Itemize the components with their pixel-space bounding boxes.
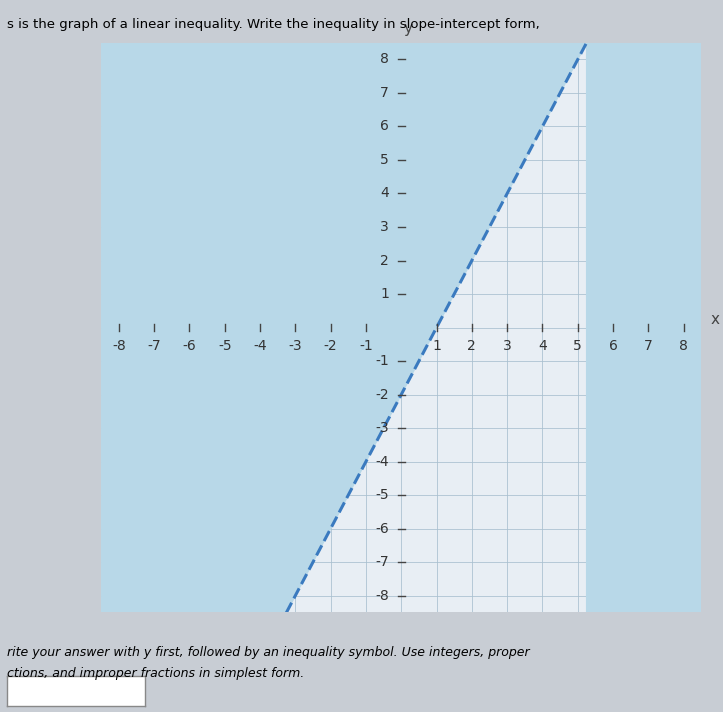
Text: rite your answer with y first, followed by an inequality symbol. Use integers, p: rite your answer with y first, followed …	[7, 646, 530, 659]
Text: -6: -6	[183, 339, 197, 353]
Text: -4: -4	[253, 339, 267, 353]
Text: 4: 4	[380, 187, 389, 201]
Text: -3: -3	[288, 339, 302, 353]
Text: -3: -3	[375, 421, 389, 435]
Text: 1: 1	[432, 339, 441, 353]
Text: 7: 7	[644, 339, 653, 353]
Text: 3: 3	[380, 220, 389, 234]
Text: -7: -7	[375, 555, 389, 569]
Text: 2: 2	[380, 253, 389, 268]
Text: s is the graph of a linear inequality. Write the inequality in slope-intercept f: s is the graph of a linear inequality. W…	[7, 18, 540, 31]
Text: y: y	[404, 21, 413, 36]
Text: 1: 1	[380, 287, 389, 301]
Text: 4: 4	[538, 339, 547, 353]
Text: -1: -1	[359, 339, 373, 353]
Text: -5: -5	[375, 488, 389, 502]
Text: -6: -6	[375, 522, 389, 535]
Text: x: x	[710, 312, 719, 327]
Text: -7: -7	[147, 339, 161, 353]
Text: -8: -8	[112, 339, 126, 353]
Text: 8: 8	[679, 339, 688, 353]
Text: -4: -4	[375, 454, 389, 468]
Text: 6: 6	[380, 120, 389, 133]
Text: 8: 8	[380, 53, 389, 66]
Text: 6: 6	[609, 339, 617, 353]
Text: 3: 3	[502, 339, 512, 353]
Text: -8: -8	[375, 589, 389, 602]
Text: -2: -2	[375, 387, 389, 402]
Text: -2: -2	[324, 339, 338, 353]
Text: -5: -5	[218, 339, 231, 353]
Text: 2: 2	[468, 339, 476, 353]
Text: ctions, and improper fractions in simplest form.: ctions, and improper fractions in simple…	[7, 667, 304, 680]
Text: 5: 5	[573, 339, 582, 353]
Text: 7: 7	[380, 86, 389, 100]
Text: 5: 5	[380, 153, 389, 167]
Text: -1: -1	[375, 354, 389, 368]
